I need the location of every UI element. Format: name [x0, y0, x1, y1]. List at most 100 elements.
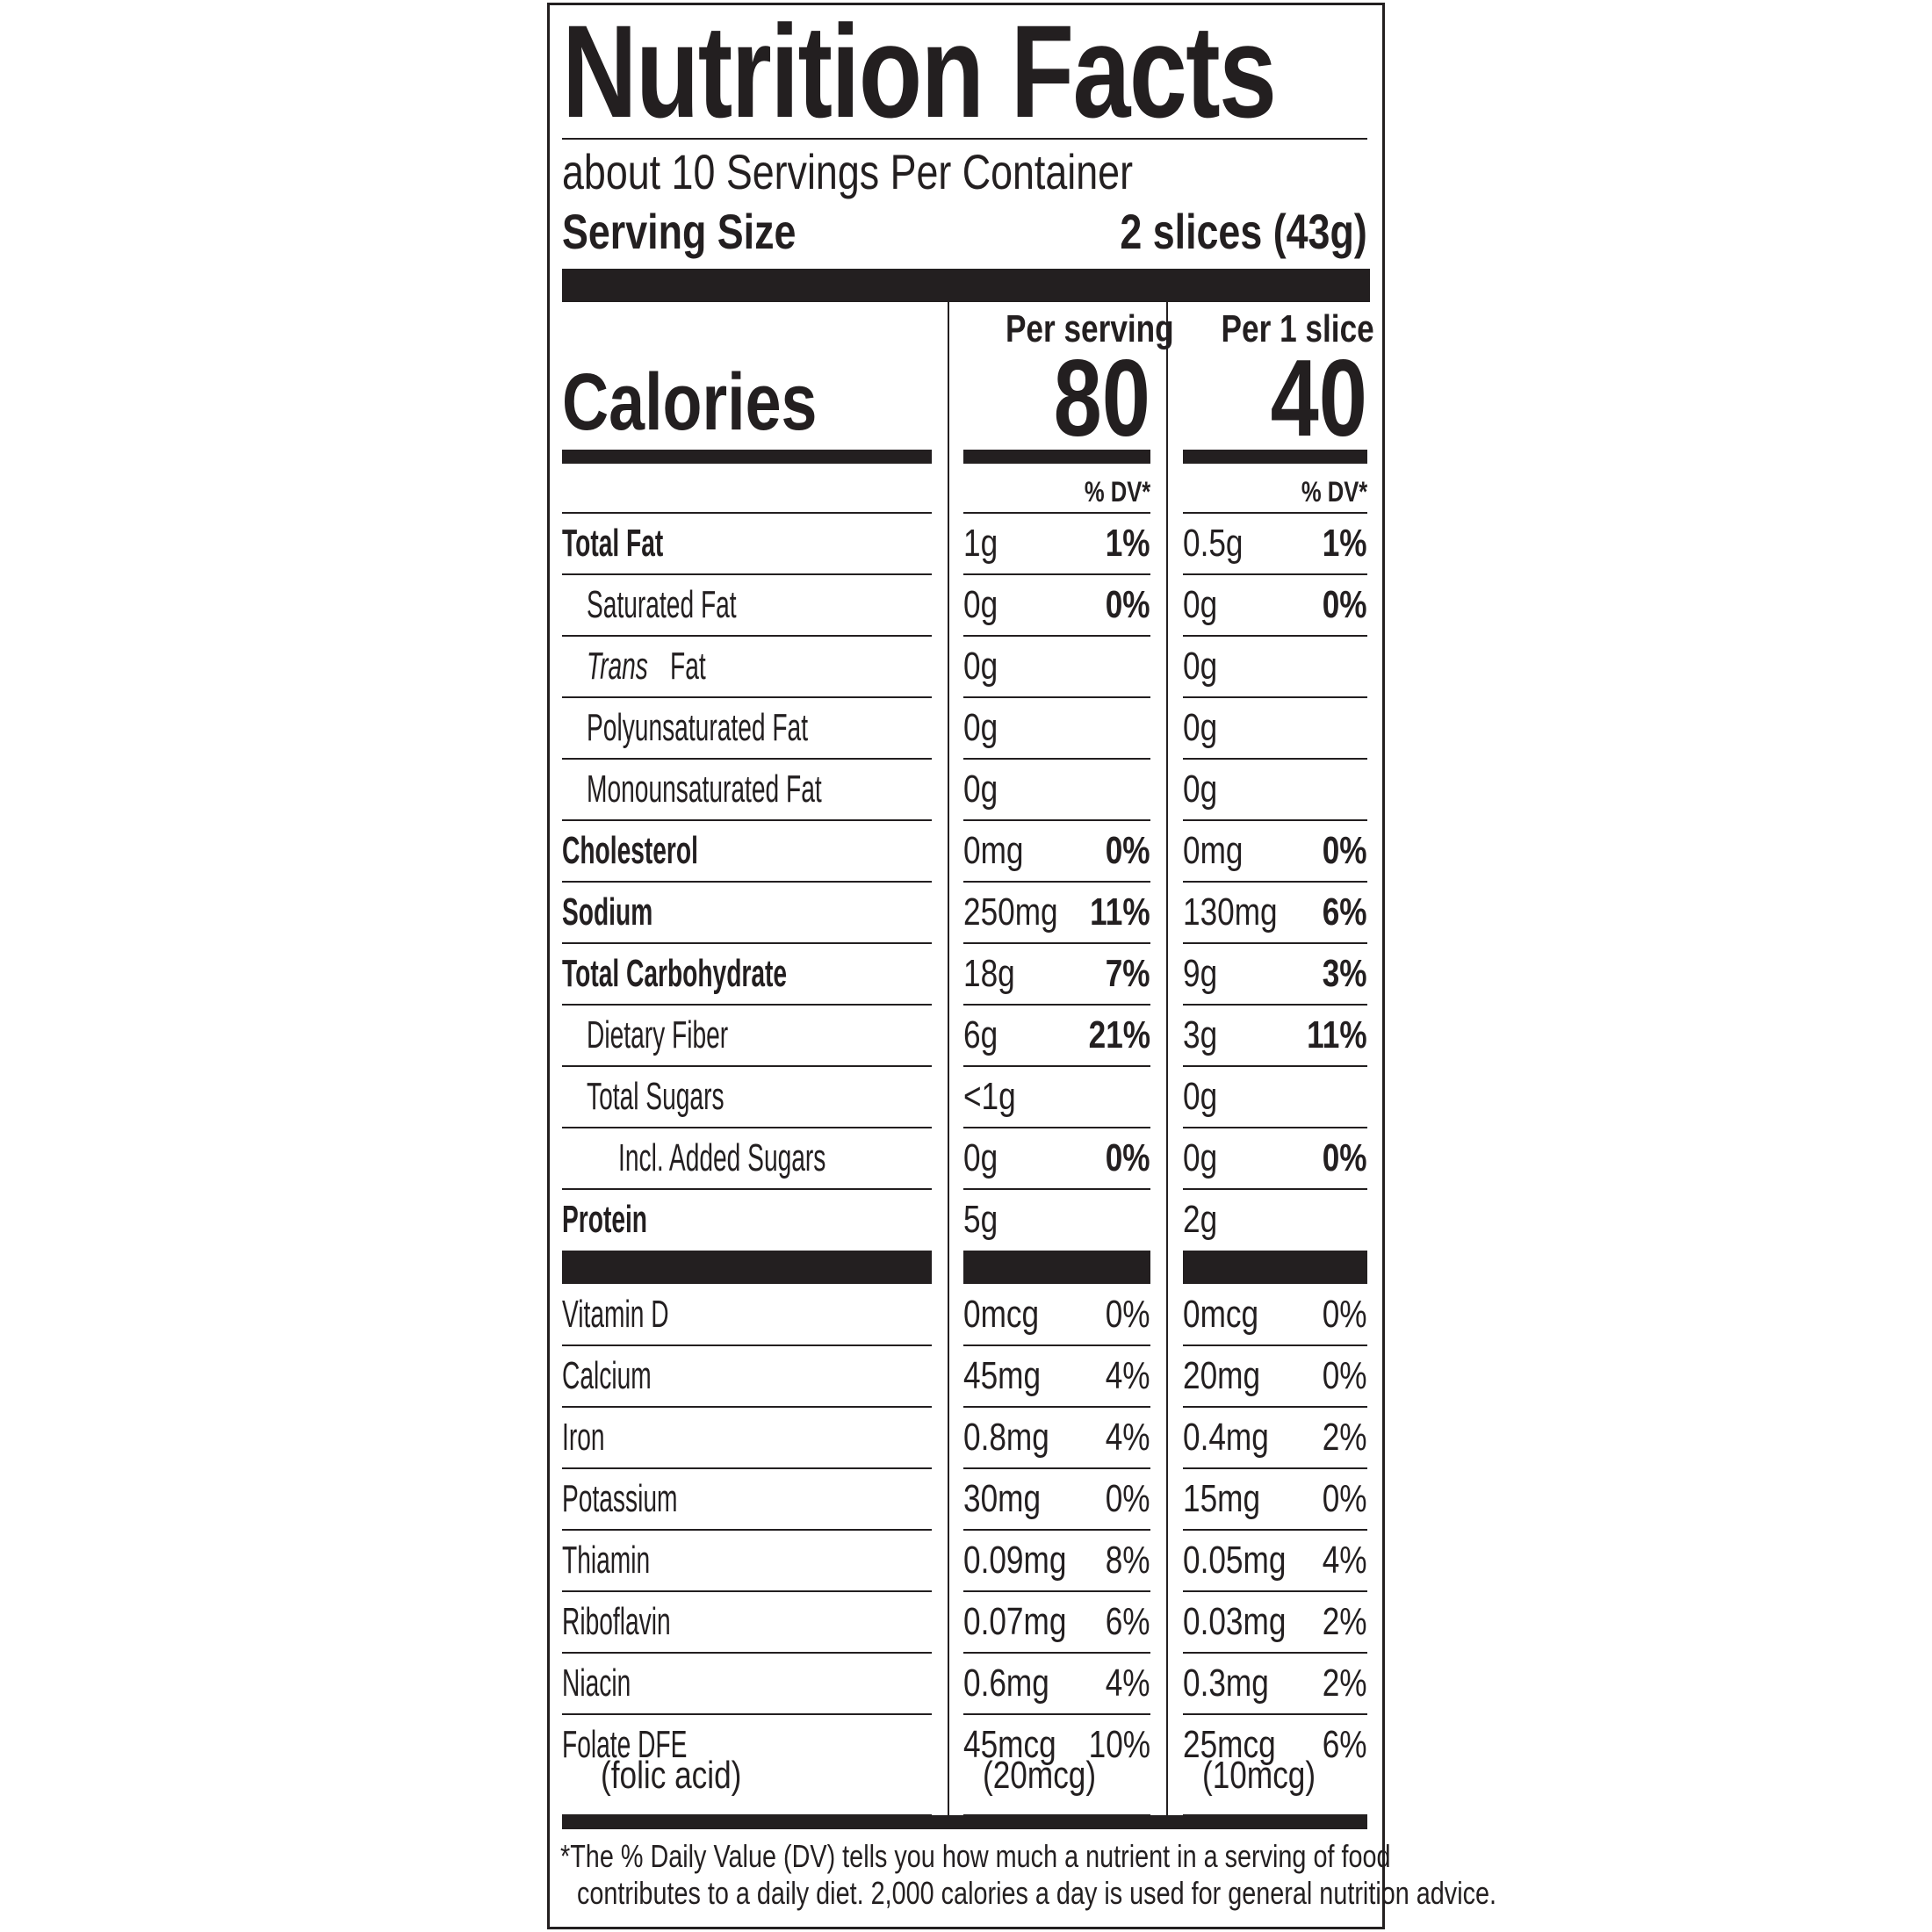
amount: 0g [1183, 760, 1226, 819]
text: 0.09mg [963, 1539, 1067, 1582]
nutrient-label: Niacin [562, 1654, 932, 1715]
amount: 0mcg [1183, 1285, 1278, 1344]
label: Protein [562, 1198, 648, 1241]
label: Potassium [562, 1477, 678, 1520]
label-text: Folate DFE [562, 1715, 718, 1775]
text: 0% [1323, 1477, 1367, 1520]
amount: 0.07mg [963, 1592, 1092, 1652]
nutrient-label: Trans Fat [562, 637, 932, 698]
percent-dv: 0% [1311, 1128, 1367, 1188]
nutrient-label: Potassium [562, 1469, 932, 1531]
value-cell: 45mg 4% [963, 1346, 1150, 1408]
value-cell: 20mg 0% [1183, 1346, 1367, 1408]
percent-dv: 6% [1311, 1715, 1367, 1775]
percent-dv: 8% [1094, 1531, 1150, 1590]
label: Thiamin [562, 1539, 651, 1582]
percent-dv: 0% [1094, 1469, 1150, 1529]
label: Folate DFE [562, 1723, 688, 1766]
value-cell: 0mcg 0% [963, 1285, 1150, 1346]
text: 5g [963, 1198, 998, 1241]
percent-dv: 0% [1311, 821, 1367, 881]
nutrient-label: Calcium [562, 1346, 932, 1408]
text: 0g [1183, 645, 1218, 688]
nutrient-label: Total Fat [562, 514, 932, 575]
amount: 15mg [1183, 1469, 1280, 1529]
value-cell: 30mg 0% [963, 1469, 1150, 1531]
divider [562, 138, 1367, 140]
calories-per-serving: 80 [1053, 338, 1150, 459]
label: Total Fat [562, 522, 664, 565]
label-text: Trans Fat [587, 637, 717, 696]
percent-dv: 11% [1292, 1006, 1367, 1065]
text: 2% [1323, 1600, 1367, 1643]
amount: 0mcg [963, 1285, 1058, 1344]
nutrient-label: Polyunsaturated Fat [562, 698, 932, 760]
value-cell: 0mg 0% [1183, 821, 1367, 883]
label: Sodium [562, 890, 653, 934]
label: Calcium [562, 1354, 652, 1397]
nutrient-row: Trans Fat 0g 0g [562, 637, 1367, 698]
text: 130mg [1183, 890, 1278, 934]
label-text: Thiamin [562, 1531, 672, 1590]
text: 0g [1183, 583, 1218, 626]
divider [562, 512, 932, 514]
column-header-per-slice: Per 1 slice [1221, 307, 1374, 350]
amount: 250mg [963, 883, 1082, 942]
label-title: Nutrition Facts [562, 0, 1277, 145]
percent-dv: 4% [1094, 1346, 1150, 1406]
text: 4% [1106, 1662, 1150, 1705]
text: 0g [963, 706, 998, 749]
value-cell: 0.07mg 6% [963, 1592, 1150, 1654]
value-cell: <1g [963, 1067, 1150, 1128]
text: 25mcg [1183, 1723, 1276, 1766]
text: 30mg [963, 1477, 1042, 1520]
footnote-line: *The % Daily Value (DV) tells you how mu… [560, 1838, 1391, 1874]
text: 6% [1323, 890, 1367, 934]
percent-dv: 1% [1094, 514, 1150, 573]
text: 0g [963, 583, 998, 626]
amount: 9g [1183, 944, 1226, 1004]
serving-size-value: 2 slices (43g) [1120, 204, 1367, 259]
nutrient-row: Monounsaturated Fat 0g 0g [562, 760, 1367, 821]
text: 6g [963, 1013, 998, 1056]
nutrient-row: Total Fat 1g 1% 0.5g 1% [562, 514, 1367, 575]
text: 0.07mg [963, 1600, 1067, 1643]
value-cell: 0.5g 1% [1183, 514, 1367, 575]
nutrient-row: Incl. Added Sugars 0g 0% 0g 0% [562, 1128, 1367, 1190]
label: Cholesterol [562, 829, 698, 872]
nutrient-row: Cholesterol 0mg 0% 0mg 0% [562, 821, 1367, 883]
nutrient-row: Iron 0.8mg 4% 0.4mg 2% [562, 1408, 1367, 1469]
text: 0g [963, 768, 998, 811]
value-cell: 0g [963, 637, 1150, 698]
text: 9g [1183, 952, 1218, 995]
label-text: Iron [562, 1408, 616, 1467]
nutrient-row: Vitamin D 0mcg 0% 0mcg 0% [562, 1285, 1367, 1346]
column-divider [1166, 302, 1168, 1815]
label-text: Cholesterol [562, 821, 732, 881]
thick-divider [562, 269, 1370, 302]
value-cell: 0g 0% [963, 1128, 1150, 1190]
serving-size-label: Serving Size [562, 204, 797, 259]
text: 4% [1106, 1354, 1150, 1397]
text: 15mg [1183, 1477, 1261, 1520]
label: Monounsaturated Fat [587, 768, 822, 811]
amount: 0.03mg [1183, 1592, 1312, 1652]
amount: 0mg [1183, 821, 1258, 881]
value-cell: 0.03mg 2% [1183, 1592, 1367, 1654]
amount: 3g [1183, 1006, 1226, 1065]
nutrient-label: Sodium [562, 883, 932, 944]
label-text: Riboflavin [562, 1592, 698, 1652]
amount: 25mcg [1183, 1715, 1299, 1775]
label: Vitamin D [562, 1293, 669, 1336]
nutrient-sublabel: (folic acid) [601, 1754, 777, 1798]
label-text: Saturated Fat [587, 575, 774, 635]
amount: 0g [963, 698, 1006, 758]
value-cell: 0g 0% [1183, 1128, 1367, 1190]
nutrient-label: Total Carbohydrate [562, 944, 932, 1006]
footnote-line: contributes to a daily diet. 2,000 calor… [577, 1875, 1497, 1911]
nutrient-label: Vitamin D [562, 1285, 932, 1346]
text: 0mcg [963, 1293, 1040, 1336]
amount: <1g [963, 1067, 1029, 1127]
amount: 0.09mg [963, 1531, 1092, 1590]
amount: 0g [963, 637, 1006, 696]
